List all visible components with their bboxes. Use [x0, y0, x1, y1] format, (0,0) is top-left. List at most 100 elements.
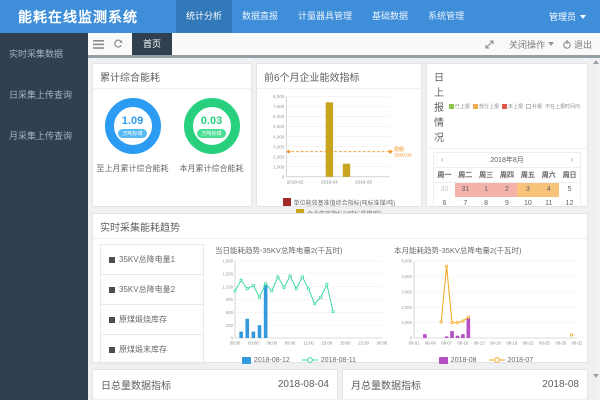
scroll-up-icon[interactable] [593, 60, 599, 64]
svg-text:08-04: 08-04 [425, 341, 436, 346]
weekday-label: 周日 [562, 172, 577, 179]
refresh-icon[interactable] [108, 33, 128, 55]
svg-text:2018-04: 2018-04 [321, 180, 338, 185]
card-date: 2018-08-04 [277, 379, 329, 390]
realtime-trend-row: 实时采集能耗趋势 35KV总降电量1 35KV总降电量2 原煤煅烧库 [92, 213, 588, 365]
monthly-trend-block: 本月能耗趋势-35KV总降电量2(千瓦时) 0 1,000 2,000 3,000 4,… [390, 244, 584, 365]
chevron-down-icon [547, 42, 554, 46]
svg-text:1,000: 1,000 [273, 164, 285, 169]
bullet-icon [109, 316, 115, 323]
gauge-value: 1.09 [121, 114, 144, 127]
gauges: 1.09 万吨标煤 至上月累计综合能耗 0.03 万吨标煤 本月累计综合能耗 [93, 89, 251, 206]
calendar-day[interactable]: 5 [567, 186, 572, 193]
energy-gauge: 0.03 万吨标煤 本月累计综合能耗 [176, 98, 248, 174]
legend-item: 补报 [525, 103, 542, 110]
legend-item: 不在上报时间内 [544, 104, 580, 110]
tab-home[interactable]: 首页 [132, 33, 173, 55]
meter-list-item[interactable]: 35KV总降电量2 [101, 275, 203, 305]
bar-chart-area: 0 1,000 2,000 3,000 4,000 5,000 6,000 7,000 8,00… [257, 89, 421, 218]
sidebar-item[interactable]: 日采集上传查询 [9, 90, 73, 100]
calendar-day[interactable]: 9 [505, 200, 509, 207]
legend-item: 2018-08-11 [301, 356, 356, 364]
card-title: 月总量数据指标 [351, 381, 421, 392]
calendar-day[interactable]: 11 [545, 200, 553, 207]
svg-text:0: 0 [410, 336, 413, 341]
calendar-day[interactable]: 3 [517, 183, 539, 197]
calendar-day[interactable]: 31 [454, 183, 476, 197]
svg-text:08-31: 08-31 [572, 341, 582, 346]
meter-list-item[interactable]: 35KV总降电量1 [101, 245, 203, 275]
main-menu-item[interactable]: 基础数据 [372, 11, 409, 21]
svg-text:2018-06: 2018-06 [355, 180, 372, 185]
card-title: 日上报情况 [434, 73, 444, 144]
card-header: 日总量数据指标 2018-08-04 [93, 370, 337, 400]
scroll-down-icon[interactable] [593, 374, 599, 378]
sidebar-item[interactable]: 月采集上传查询 [9, 131, 73, 141]
svg-text:00:00: 00:00 [377, 341, 387, 346]
calendar-day[interactable]: 10 [523, 200, 532, 207]
gauge-value: 0.03 [200, 114, 223, 127]
totals-row: 日总量数据指标 2018-08-04 月总量数据指标 2018-08 [92, 369, 588, 400]
daily-report-card: 日上报情况 已上报 部分上报 未上报 补报 不在上报时间内 ‹ 2018年8月 › 周一… [426, 63, 588, 268]
user-menu[interactable]: 管理员 [549, 10, 586, 23]
svg-text:0: 0 [282, 175, 285, 180]
svg-text:3,000: 3,000 [402, 289, 413, 294]
svg-text:7,000: 7,000 [273, 104, 285, 109]
main-menu-item[interactable]: 数据直报 [242, 11, 279, 21]
card-title: 日总量数据指标 [101, 381, 171, 392]
bullet-icon [109, 346, 115, 353]
weekday-label: 周四 [499, 172, 514, 179]
calendar-day[interactable]: 4 [538, 183, 560, 197]
trend-charts: 当日能耗趋势-35KV总降电量2(千瓦时) 0 300 600 900 1,200 1,5… [204, 244, 583, 365]
report-status-legend: 已上报 部分上报 未上报 补报 不在上报时间内 [448, 103, 580, 110]
calendar-day[interactable]: 12 [565, 200, 574, 207]
daily-trend-block: 当日能耗趋势-35KV总降电量2(千瓦时) 0 300 600 900 1,200 1,5… [211, 244, 388, 365]
svg-text:2,000: 2,000 [402, 305, 413, 310]
svg-text:2500.00: 2500.00 [394, 153, 412, 159]
main-menu-item[interactable]: 系统管理 [428, 11, 465, 21]
svg-text:900: 900 [226, 297, 234, 302]
main-content: 累计综合能耗 1.09 万吨标煤 至上月累计综合能耗 0.03 万吨标煤 [88, 58, 596, 400]
calendar-prev-icon[interactable]: ‹ [441, 155, 444, 164]
svg-text:00:00: 00:00 [230, 341, 241, 346]
sidebar-item[interactable]: 实时采集数据 [9, 49, 64, 59]
card-header: 累计综合能耗 [93, 64, 251, 89]
close-operations-dropdown[interactable]: 关闭操作 [509, 38, 554, 51]
card-date: 2018-08 [542, 379, 579, 390]
realtime-body: 35KV总降电量1 35KV总降电量2 原煤煅烧库存 原煤煅末库存 [93, 239, 587, 365]
chevron-down-icon [580, 14, 586, 19]
svg-text:08-19: 08-19 [506, 341, 517, 346]
calendar-day[interactable]: 2 [496, 183, 518, 197]
gauge-unit-badge: 万吨标煤 [197, 128, 226, 138]
calendar-next-icon[interactable]: › [570, 155, 573, 164]
calendar-day[interactable]: 1 [475, 183, 497, 197]
main-menu-item[interactable]: 计量器具管理 [298, 11, 353, 21]
svg-text:3,000: 3,000 [273, 144, 285, 149]
svg-text:300: 300 [226, 323, 234, 328]
bullet-icon [109, 256, 115, 263]
hamburger-icon[interactable] [88, 33, 108, 55]
sidebar: 实时采集数据 日采集上传查询 月采集上传查询 [0, 33, 88, 400]
svg-text:6,000: 6,000 [273, 114, 285, 119]
meter-list-item[interactable]: 原煤煅末库存 [101, 335, 203, 365]
svg-text:2018-02: 2018-02 [287, 180, 304, 185]
realtime-trend-card: 实时采集能耗趋势 35KV总降电量1 35KV总降电量2 原煤煅烧库 [92, 213, 588, 365]
calendar-day[interactable]: 7 [463, 200, 468, 207]
svg-text:08-22: 08-22 [523, 341, 534, 346]
main-menu-item[interactable]: 统计分析 [176, 0, 233, 33]
meter-list: 35KV总降电量1 35KV总降电量2 原煤煅烧库存 原煤煅末库存 [100, 244, 204, 365]
calendar-day[interactable]: 6 [442, 200, 447, 207]
svg-text:08-07: 08-07 [441, 341, 452, 346]
calendar-day[interactable]: 8 [484, 200, 489, 207]
meter-list-item[interactable]: 原煤煅烧库存 [101, 305, 203, 335]
monthly-trend-chart: 0 1,000 2,000 3,000 4,000 5,000 08-01 08-04 08-0… [390, 256, 584, 355]
scrollbar-track[interactable] [595, 58, 600, 400]
energy-gauge: 1.09 万吨标煤 至上月累计综合能耗 [97, 98, 169, 174]
fullscreen-icon[interactable] [480, 33, 500, 55]
combo-chart-svg: 0 1,000 2,000 3,000 4,000 5,000 08-01 08-04 08-0… [402, 259, 584, 346]
gauge-unit-badge: 万吨标煤 [118, 128, 147, 138]
logout-button[interactable]: 退出 [563, 38, 592, 51]
calendar-weekday-row: 周一 周二 周三 周四 周五 周六 周日 [434, 168, 580, 183]
calendar-day[interactable]: 30 [440, 186, 449, 193]
svg-text:12:00: 12:00 [303, 341, 314, 346]
